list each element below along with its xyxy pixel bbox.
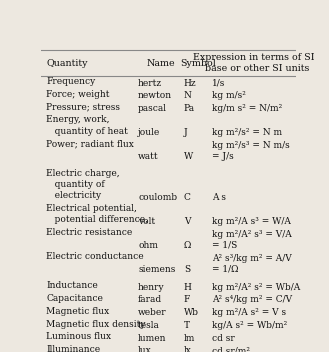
Text: S: S [184,265,190,274]
Text: W: W [184,152,193,161]
Text: kg m²/A² s³ = V/A
= 1/S: kg m²/A² s³ = V/A = 1/S [212,230,292,250]
Text: Electric resistance: Electric resistance [46,228,133,237]
Text: Luminous flux: Luminous flux [46,332,111,341]
Text: 1/s: 1/s [212,78,225,88]
Text: weber: weber [138,308,167,317]
Text: kg m²/s² = N m: kg m²/s² = N m [212,128,282,137]
Text: Capacitance: Capacitance [46,294,103,303]
Text: Symbol: Symbol [180,59,216,68]
Text: Pa: Pa [184,104,195,113]
Text: lm: lm [184,334,195,342]
Text: Energy, work,
   quantity of heat: Energy, work, quantity of heat [46,115,128,136]
Text: kg/m s² = N/m²: kg/m s² = N/m² [212,104,282,113]
Text: T: T [184,321,190,330]
Text: Quantity: Quantity [46,59,88,68]
Text: ohm: ohm [138,241,158,250]
Text: Electric conductance: Electric conductance [46,252,144,261]
Text: Inductance: Inductance [46,281,98,290]
Text: lumen: lumen [138,334,166,342]
Text: Illuminance: Illuminance [46,345,100,352]
Text: A² s⁴/kg m² = C/V: A² s⁴/kg m² = C/V [212,295,292,304]
Text: hertz: hertz [138,78,162,88]
Text: joule: joule [138,128,160,137]
Text: newton: newton [138,91,172,100]
Text: Pressure; stress: Pressure; stress [46,103,120,112]
Text: Electrical potential,
   potential difference,: Electrical potential, potential differen… [46,204,148,224]
Text: Hz: Hz [184,78,196,88]
Text: pascal: pascal [138,104,167,113]
Text: siemens: siemens [138,265,175,274]
Text: henry: henry [138,283,164,292]
Text: kg m²/s³ = N m/s
= J/s: kg m²/s³ = N m/s = J/s [212,141,290,161]
Text: N: N [184,91,192,100]
Text: F: F [184,295,190,304]
Text: Magnetic flux: Magnetic flux [46,307,110,316]
Text: V: V [184,217,190,226]
Text: kg/A s² = Wb/m²: kg/A s² = Wb/m² [212,321,287,330]
Text: kg m²/A² s² = Wb/A: kg m²/A² s² = Wb/A [212,283,300,292]
Text: Name: Name [147,59,175,68]
Text: Frequency: Frequency [46,77,95,86]
Text: Electric charge,
   quantity of
   electricity: Electric charge, quantity of electricity [46,169,120,200]
Text: H: H [184,283,192,292]
Text: A² s³/kg m² = A/V
= 1/Ω: A² s³/kg m² = A/V = 1/Ω [212,254,292,274]
Text: watt: watt [138,152,159,161]
Text: coulomb: coulomb [138,193,177,202]
Text: lx: lx [184,346,192,352]
Text: kg m²/A s² = V s: kg m²/A s² = V s [212,308,286,317]
Text: J: J [184,128,188,137]
Text: Magnetic flux density: Magnetic flux density [46,320,146,328]
Text: volt: volt [138,217,155,226]
Text: cd sr/m²: cd sr/m² [212,346,250,352]
Text: kg m²/A s³ = W/A: kg m²/A s³ = W/A [212,217,291,226]
Text: C: C [184,193,191,202]
Text: farad: farad [138,295,162,304]
Text: Expression in terms of SI
  base or other SI units: Expression in terms of SI base or other … [193,54,315,73]
Text: tesla: tesla [138,321,160,330]
Text: Wb: Wb [184,308,199,317]
Text: A s: A s [212,193,226,202]
Text: lux: lux [138,346,152,352]
Text: Power; radiant flux: Power; radiant flux [46,139,134,149]
Text: Force; weight: Force; weight [46,90,110,99]
Text: kg m/s²: kg m/s² [212,91,246,100]
Text: Ω: Ω [184,241,191,250]
Text: cd sr: cd sr [212,334,235,342]
